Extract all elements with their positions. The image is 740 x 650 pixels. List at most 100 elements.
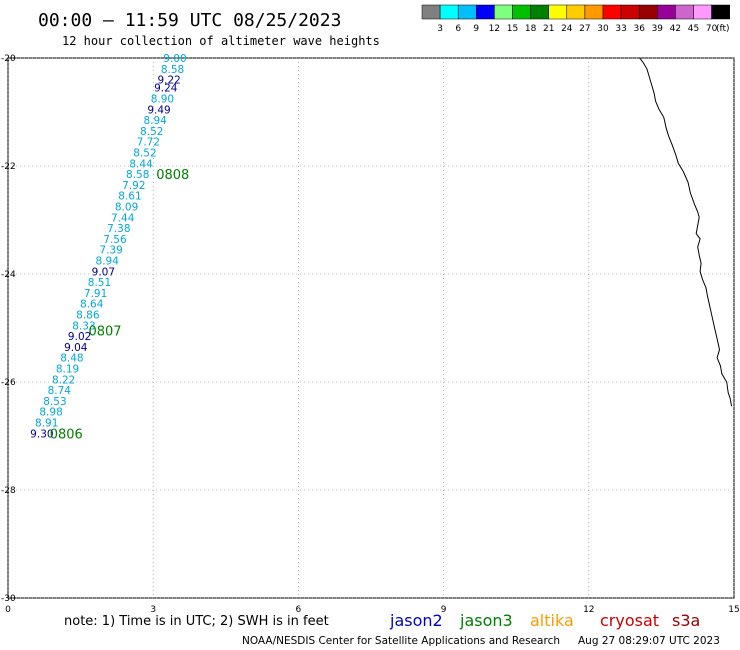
legend-tick-label: 42 xyxy=(670,24,681,34)
legend-tick-label: 3 xyxy=(437,24,443,34)
legend-color-box xyxy=(693,4,712,20)
x-tick-label: 6 xyxy=(296,605,302,615)
wave-height-label: 9.24 xyxy=(154,83,178,95)
legend-tick-label: 33 xyxy=(615,24,626,34)
legend-tick-label: 18 xyxy=(525,24,537,34)
wave-height-label: 8.52 xyxy=(133,148,156,160)
legend-color-box xyxy=(638,4,658,20)
legend-tick-label: 45 xyxy=(688,24,699,34)
pass-labels: 0808 0807 0806 xyxy=(50,168,190,442)
legend-color-box xyxy=(512,4,531,20)
legend-color-box xyxy=(620,4,640,20)
wave-height-label: 7.39 xyxy=(99,245,122,257)
wave-height-label: 8.19 xyxy=(56,364,79,376)
legend-color-box xyxy=(548,4,568,20)
legend-color-box xyxy=(711,4,730,20)
legend-color-box xyxy=(439,4,459,20)
x-tick-label: 9 xyxy=(441,605,447,615)
wave-height-label: 7.44 xyxy=(111,212,135,224)
axis-ticks: 0 3 6 9 12 15 -20 -22 -24 -26 -28 -30 xyxy=(1,54,740,615)
legend-color-box xyxy=(566,4,586,20)
y-tick-label: -28 xyxy=(1,486,16,496)
legend-unit: (ft) xyxy=(716,24,730,34)
legend-tick-label: 15 xyxy=(507,24,518,34)
legend-tick-label: 36 xyxy=(633,24,645,34)
wave-height-label: 9.30 xyxy=(30,428,53,440)
pass-time-label: 0807 xyxy=(88,325,121,340)
footer-timestamp: Aug 27 08:29:07 UTC 2023 xyxy=(578,635,720,647)
wave-height-label: 9.49 xyxy=(147,104,170,116)
legend-color-box xyxy=(584,4,604,20)
legend-tick-label: 39 xyxy=(652,24,664,34)
legend-color-box xyxy=(675,4,694,20)
wave-height-label: 7.72 xyxy=(137,137,160,149)
grid xyxy=(7,57,735,599)
legend-color-box xyxy=(457,4,477,20)
legend-color-box xyxy=(494,4,513,20)
satellite-legend: jason2 jason3 altika cryosat s3a xyxy=(389,611,700,630)
wave-height-label: 8.74 xyxy=(48,385,72,397)
wave-height-label: 9.00 xyxy=(163,53,186,65)
satellite-name-jason2: jason2 xyxy=(389,611,443,630)
wave-height-label: 8.64 xyxy=(80,299,104,311)
wave-height-label: 8.22 xyxy=(52,374,75,386)
wave-height-label: 8.44 xyxy=(129,158,153,170)
wave-height-label: 8.53 xyxy=(43,396,66,408)
legend-tick-label: 24 xyxy=(561,24,573,34)
chart-subtitle: 12 hour collection of altimeter wave hei… xyxy=(62,34,380,48)
legend-tick-label: 6 xyxy=(455,24,461,34)
wave-height-label: 8.09 xyxy=(115,202,138,214)
wave-height-label: 8.86 xyxy=(76,310,100,322)
y-tick-label: -22 xyxy=(1,162,16,172)
y-tick-label: -20 xyxy=(1,54,16,64)
wave-height-label: 8.94 xyxy=(143,115,167,127)
footer-credit: NOAA/NESDIS Center for Satellite Applica… xyxy=(242,635,560,647)
wave-height-label: 7.91 xyxy=(84,288,107,300)
color-scale-legend: 3 6 9 12 15 18 21 24 27 30 33 36 39 42 45 70 xyxy=(421,4,730,34)
legend-tick-label: 27 xyxy=(579,24,590,34)
legend-tick-label: 70 xyxy=(706,24,718,34)
pass-time-label: 0808 xyxy=(156,168,189,183)
wave-height-label: 8.48 xyxy=(60,353,83,365)
wave-height-label: 8.91 xyxy=(35,418,58,430)
wave-height-label: 9.07 xyxy=(92,266,115,278)
footer-note: note: 1) Time is in UTC; 2) SWH is in fe… xyxy=(64,614,329,629)
legend-color-box xyxy=(476,4,495,20)
legend-color-box xyxy=(657,4,676,20)
wave-height-label: 8.58 xyxy=(126,169,149,181)
wave-height-label: 8.94 xyxy=(96,256,120,268)
legend-color-box xyxy=(602,4,622,20)
plot-area: 0 3 6 9 12 15-20-22-24-26-28-30 9.008.589.229… xyxy=(1,53,740,615)
wave-height-label: 9.04 xyxy=(64,342,88,354)
legend-color-box xyxy=(530,4,549,20)
wave-height-label: 8.61 xyxy=(118,191,141,203)
coastline xyxy=(639,57,733,407)
x-tick-label: 15 xyxy=(728,605,739,615)
legend-tick-label: 9 xyxy=(473,24,479,34)
y-tick-label: -24 xyxy=(1,270,16,280)
y-tick-label: -26 xyxy=(1,378,16,388)
wave-height-label: 8.90 xyxy=(151,94,174,106)
satellite-name-s3a: s3a xyxy=(672,611,700,630)
wave-height-label: 7.92 xyxy=(122,180,145,192)
coastline-path xyxy=(639,57,733,407)
plot-frame xyxy=(7,57,735,599)
wave-height-label: 8.51 xyxy=(88,277,111,289)
wave-height-label: 8.58 xyxy=(161,64,184,76)
x-tick-label: 12 xyxy=(583,605,594,615)
wave-height-label: 7.56 xyxy=(103,234,127,246)
wave-height-label: 8.33 xyxy=(72,320,95,332)
x-tick-label: 0 xyxy=(5,605,11,615)
wave-height-label: 8.98 xyxy=(39,407,62,419)
legend-tick-label: 21 xyxy=(543,24,554,34)
satellite-name-altika: altika xyxy=(530,611,574,630)
wave-height-points: 9.008.589.229.248.909.498.948.527.728.52… xyxy=(30,53,186,440)
legend-color-box xyxy=(421,4,441,20)
y-tick-label: -30 xyxy=(1,594,16,604)
wave-height-label: 9.02 xyxy=(68,331,91,343)
pass-time-label: 0806 xyxy=(50,427,83,442)
wave-height-label: 9.22 xyxy=(157,75,180,87)
satellite-name-jason3: jason3 xyxy=(459,611,513,630)
satellite-name-cryosat: cryosat xyxy=(600,611,659,630)
